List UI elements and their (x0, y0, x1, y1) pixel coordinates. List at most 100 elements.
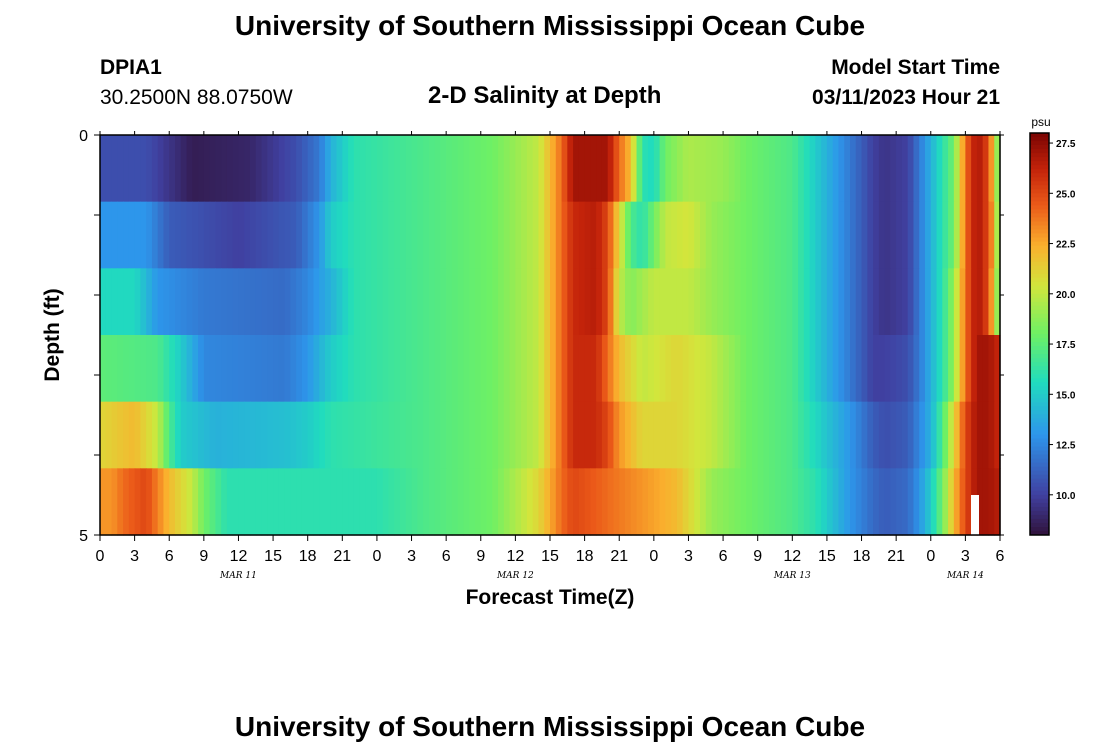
heatmap-cell (382, 268, 390, 336)
heatmap-cell (798, 268, 805, 336)
heatmap-cell (734, 201, 741, 269)
heatmap-cell (630, 335, 638, 403)
x-tick-label: 0 (96, 548, 105, 565)
heatmap-cell (359, 401, 366, 469)
heatmap-cell (763, 268, 770, 336)
heatmap-cell (451, 468, 459, 536)
x-tick-label: 6 (442, 548, 451, 565)
heatmap-cell (503, 401, 511, 469)
heatmap-cell (665, 335, 672, 403)
chart-title: University of Southern Mississippi Ocean… (234, 10, 866, 41)
heatmap-cell (711, 135, 718, 203)
heatmap-cell (509, 401, 516, 469)
heatmap-cell (111, 201, 118, 269)
heatmap-cell (325, 401, 332, 469)
heatmap-cell (388, 335, 395, 403)
heatmap-cell (642, 268, 649, 336)
heatmap-cell (232, 468, 240, 536)
heatmap-cell (925, 135, 932, 203)
heatmap-cell (492, 268, 499, 336)
x-tick-label: 3 (407, 548, 416, 565)
heatmap-cell (128, 135, 136, 203)
colorbar-segment (1030, 514, 1049, 520)
heatmap-cell (486, 135, 493, 203)
heatmap-cell (330, 335, 338, 403)
heatmap-cell (659, 268, 666, 336)
heatmap-cell (319, 201, 326, 269)
heatmap-cell (971, 268, 978, 336)
heatmap-cell (319, 468, 326, 536)
colorbar-segment (1030, 390, 1049, 395)
heatmap-cell (117, 468, 124, 536)
heatmap-cell (815, 268, 822, 336)
heatmap-cell (567, 468, 574, 536)
heatmap-cell (850, 401, 857, 469)
heatmap-cell (301, 401, 309, 469)
heatmap-cell (498, 335, 505, 403)
heatmap-cell (198, 201, 205, 269)
heatmap-cell (475, 335, 482, 403)
heatmap-cell (625, 468, 632, 536)
heatmap-cell (659, 401, 666, 469)
heatmap-cell (965, 401, 972, 469)
heatmap-cell (855, 268, 863, 336)
heatmap-cell (953, 268, 961, 336)
heatmap-cell (330, 135, 338, 203)
heatmap-cell (688, 268, 695, 336)
heatmap-cell (561, 268, 568, 336)
heatmap-cell (100, 135, 107, 203)
heatmap-cell (175, 468, 182, 536)
heatmap-cell (405, 401, 413, 469)
heatmap-cell (544, 135, 551, 203)
heatmap-cell (111, 268, 118, 336)
heatmap-cell (388, 268, 395, 336)
heatmap-cell (290, 268, 297, 336)
heatmap-cell (278, 401, 286, 469)
heatmap-cell (376, 201, 384, 269)
heatmap-cell (365, 335, 372, 403)
heatmap-cell (659, 201, 666, 269)
heatmap-cell (226, 401, 234, 469)
x-axis-label: Forecast Time(Z) (466, 586, 635, 609)
heatmap-cell (192, 335, 199, 403)
heatmap-cell (555, 201, 563, 269)
heatmap-cell (844, 268, 851, 336)
heatmap-cell (157, 335, 165, 403)
heatmap-cell (953, 135, 961, 203)
heatmap-cell (688, 335, 695, 403)
heatmap-cell (671, 201, 678, 269)
heatmap-cell (878, 468, 886, 536)
x-tick-label: 12 (230, 548, 248, 565)
colorbar-segment (1030, 165, 1049, 170)
heatmap-cell (700, 268, 707, 336)
heatmap-cell (723, 135, 730, 203)
heatmap-cell (278, 135, 286, 203)
heatmap-cell (694, 335, 701, 403)
heatmap-cell (607, 468, 615, 536)
heatmap-cell (526, 401, 534, 469)
heatmap-cell (325, 268, 332, 336)
heatmap-cell (209, 401, 216, 469)
colorbar-segment (1030, 402, 1049, 407)
heatmap-cell (123, 468, 130, 536)
heatmap-cell (296, 335, 303, 403)
heatmap-cell (175, 201, 182, 269)
heatmap-cell (244, 268, 251, 336)
heatmap-cell (123, 335, 130, 403)
heatmap-cell (342, 401, 349, 469)
heatmap-cell (844, 135, 851, 203)
heatmap-cell (267, 268, 274, 336)
heatmap-cell (717, 201, 724, 269)
heatmap-cell (659, 135, 666, 203)
heatmap-cell (746, 401, 753, 469)
heatmap-cell (151, 401, 159, 469)
heatmap-cell (405, 468, 413, 536)
heatmap-cell (550, 401, 557, 469)
heatmap-cell (711, 401, 718, 469)
heatmap-cell (550, 201, 557, 269)
heatmap-cell (775, 135, 782, 203)
heatmap-cell (798, 468, 805, 536)
heatmap-cell (723, 335, 730, 403)
heatmap-cell (353, 468, 361, 536)
heatmap-cell (959, 468, 966, 536)
